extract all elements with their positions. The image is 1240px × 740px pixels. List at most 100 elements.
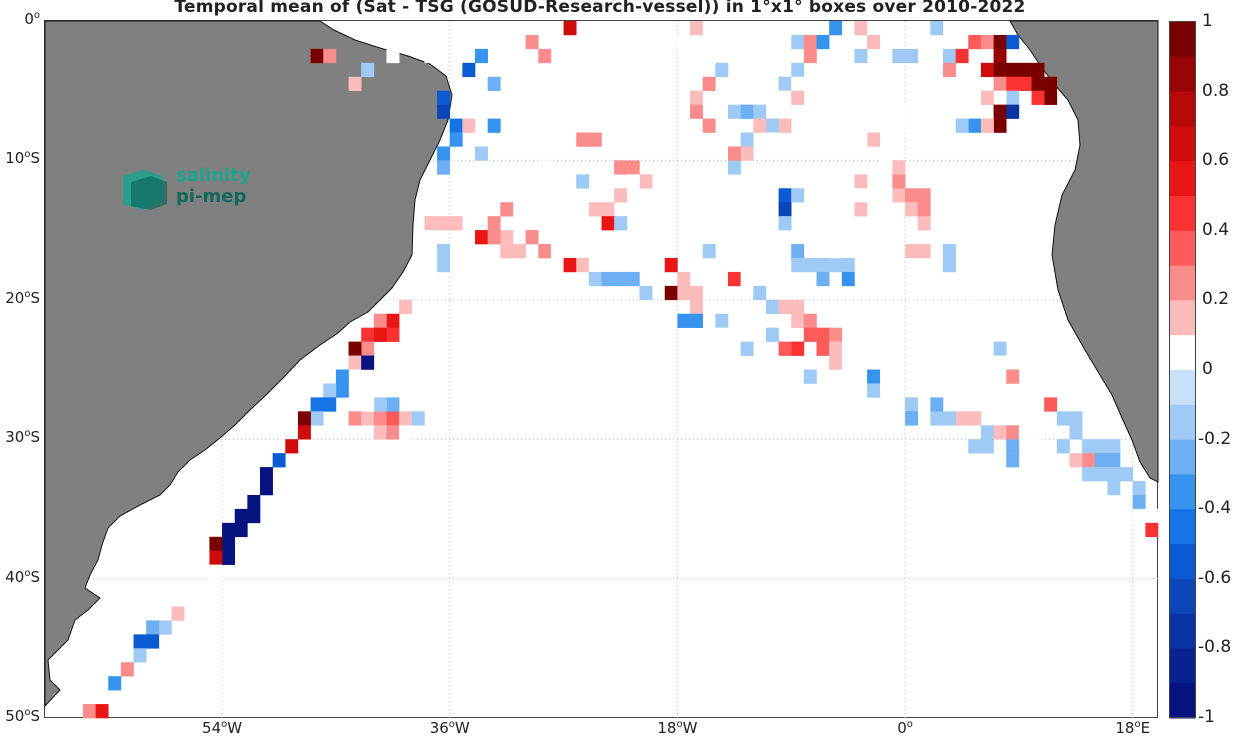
data-cell bbox=[854, 355, 868, 370]
data-cell bbox=[867, 383, 881, 398]
data-cell bbox=[993, 104, 1007, 119]
data-cell bbox=[753, 118, 767, 133]
data-cell bbox=[500, 230, 514, 245]
colorbar-segment bbox=[1170, 578, 1195, 615]
data-cell bbox=[942, 411, 956, 426]
data-cell bbox=[993, 425, 1007, 440]
colorbar-tick-label: 0.8 bbox=[1202, 80, 1230, 101]
data-cell bbox=[892, 48, 906, 64]
data-cell bbox=[930, 48, 944, 64]
data-cell bbox=[272, 453, 286, 468]
colorbar-segment bbox=[1170, 196, 1195, 232]
data-cell bbox=[120, 662, 134, 677]
lon-tick-label: 18oE bbox=[1115, 719, 1151, 737]
data-cell bbox=[437, 160, 451, 175]
data-cell bbox=[803, 369, 817, 384]
data-cell bbox=[576, 132, 590, 147]
data-cell bbox=[361, 411, 375, 426]
data-cell bbox=[1006, 104, 1020, 119]
colorbar-segment bbox=[1170, 474, 1195, 510]
logo-text-pi-mep: pi-mep bbox=[176, 186, 247, 207]
data-cell bbox=[386, 411, 400, 426]
data-cell bbox=[1120, 467, 1134, 482]
data-cell bbox=[867, 34, 881, 50]
data-cell bbox=[854, 48, 868, 64]
data-cell bbox=[1018, 62, 1032, 78]
data-cell bbox=[1031, 62, 1045, 78]
colorbar-tick-label: -0.6 bbox=[1198, 567, 1232, 588]
data-cell bbox=[437, 244, 451, 259]
data-cell bbox=[462, 62, 476, 78]
data-cell bbox=[1056, 411, 1070, 426]
data-cell bbox=[133, 648, 147, 663]
data-cell bbox=[702, 76, 716, 91]
data-cell bbox=[386, 397, 400, 412]
data-cell bbox=[449, 132, 463, 147]
data-cell bbox=[399, 299, 413, 315]
data-cell bbox=[702, 48, 716, 64]
data-cell bbox=[905, 48, 918, 64]
data-cell bbox=[1006, 369, 1020, 384]
data-cell bbox=[373, 327, 387, 342]
data-cell bbox=[955, 411, 969, 426]
data-cell bbox=[133, 634, 147, 649]
data-cell bbox=[82, 704, 96, 719]
data-cell bbox=[765, 327, 779, 342]
data-cell bbox=[803, 257, 817, 273]
data-cell bbox=[1006, 62, 1020, 78]
colorbar-segment bbox=[1170, 126, 1195, 162]
data-cell bbox=[980, 327, 994, 342]
data-cell bbox=[867, 90, 881, 105]
colorbar-tick-label: -0.4 bbox=[1198, 498, 1232, 519]
data-cell bbox=[348, 411, 362, 426]
data-cell bbox=[614, 271, 628, 287]
data-cell bbox=[892, 188, 906, 203]
data-cell bbox=[437, 104, 451, 119]
data-cell bbox=[588, 271, 602, 287]
data-cell bbox=[968, 439, 982, 454]
data-cell bbox=[1069, 453, 1083, 468]
data-cell bbox=[563, 21, 577, 36]
data-cell bbox=[905, 411, 918, 426]
data-cell bbox=[247, 508, 261, 524]
data-cell bbox=[247, 494, 261, 510]
data-cell bbox=[854, 21, 868, 36]
data-cells bbox=[82, 21, 1159, 719]
data-cell bbox=[335, 369, 349, 384]
data-cell bbox=[475, 48, 488, 64]
data-cell bbox=[1006, 90, 1020, 105]
data-cell bbox=[222, 550, 236, 565]
data-cell bbox=[765, 118, 779, 133]
data-cell bbox=[1094, 439, 1108, 454]
data-cell bbox=[639, 174, 653, 189]
data-cell bbox=[993, 341, 1007, 356]
data-cell bbox=[917, 202, 931, 217]
data-cell bbox=[980, 425, 994, 440]
lat-tick-label: 40oS bbox=[5, 567, 40, 586]
data-cell bbox=[677, 313, 691, 328]
data-cell bbox=[1006, 76, 1020, 91]
colorbar-segment bbox=[1170, 544, 1195, 580]
colorbar-tick-label: 0.2 bbox=[1202, 289, 1230, 310]
data-cell bbox=[727, 146, 741, 161]
data-cell bbox=[791, 62, 805, 78]
data-cell bbox=[1107, 439, 1121, 454]
data-cell bbox=[829, 341, 843, 356]
data-cell bbox=[930, 411, 944, 426]
data-cell bbox=[563, 257, 577, 273]
data-cell bbox=[727, 104, 741, 119]
data-cell bbox=[968, 411, 982, 426]
data-cell bbox=[879, 146, 893, 161]
data-cell bbox=[323, 397, 337, 412]
data-cell bbox=[373, 397, 387, 412]
data-cell bbox=[867, 355, 881, 370]
data-cell bbox=[588, 257, 602, 273]
data-cell bbox=[677, 285, 691, 301]
data-cell bbox=[386, 327, 400, 342]
lon-tick-label: 0o bbox=[897, 719, 913, 737]
colorbar-segment bbox=[1170, 161, 1195, 197]
lon-tick-label: 36oW bbox=[429, 719, 470, 737]
data-cell bbox=[816, 257, 830, 273]
data-cell bbox=[968, 118, 982, 133]
lon-tick-label: 18oW bbox=[657, 719, 698, 737]
